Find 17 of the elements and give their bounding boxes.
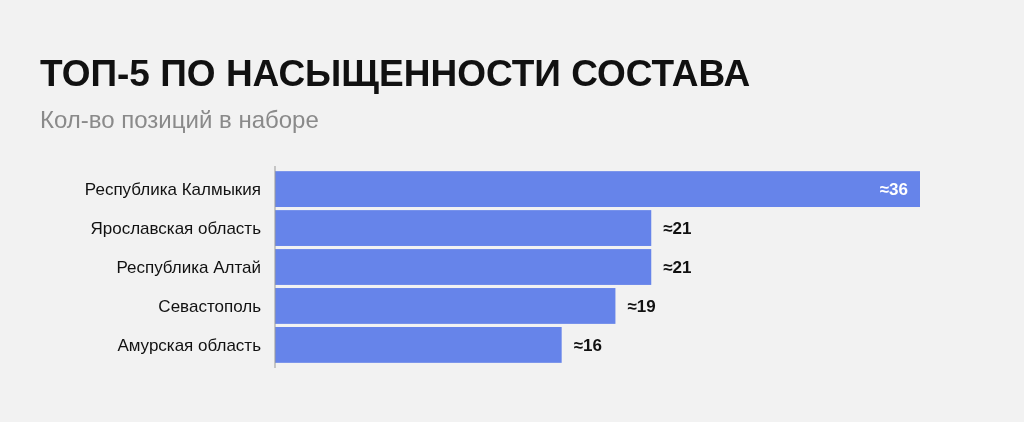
y-tick-label: Амурская область (117, 335, 262, 355)
y-tick-label: Севастополь (158, 296, 262, 316)
y-tick-label: Ярославская область (90, 218, 262, 238)
bar (275, 326, 562, 363)
bar (275, 249, 652, 285)
data-label: ≈36 (879, 180, 908, 200)
data-label: ≈21 (663, 218, 692, 238)
chart-subtitle: Кол-во позиций в наборе (40, 106, 319, 133)
data-label: ≈19 (627, 296, 656, 316)
bar (275, 210, 652, 246)
y-tick-label: Республика Калмыкия (84, 180, 261, 200)
bar (275, 288, 616, 324)
bar (275, 171, 920, 208)
data-label: ≈21 (663, 257, 692, 277)
y-tick-label: Республика Алтай (116, 257, 261, 277)
chart-title: ТОП-5 ПО НАСЫЩЕННОСТИ СОСТАВА (40, 53, 751, 94)
data-label: ≈16 (573, 335, 602, 355)
